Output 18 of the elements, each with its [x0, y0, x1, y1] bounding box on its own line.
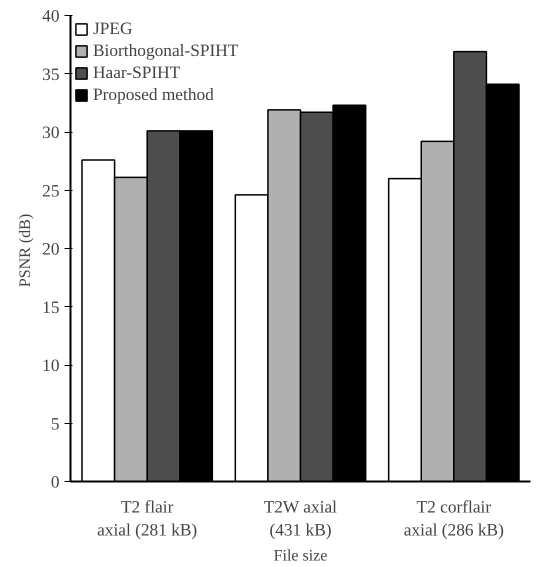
y-tick-label: 0 — [50, 472, 60, 492]
y-tick-label: 5 — [50, 414, 60, 434]
y-tick-label: 20 — [42, 240, 60, 258]
legend-label: Proposed method — [93, 85, 214, 105]
legend-label: Haar-SPIHT — [93, 63, 180, 83]
x-tick-label: T2W axial (431 kB) — [264, 498, 338, 540]
y-tick-label: 30 — [42, 123, 60, 142]
y-axis-title: PSNR (dB) — [17, 214, 34, 288]
y-tick-label: 25 — [42, 181, 60, 200]
x-tick-label: T2 corflair axial (286 kB) — [404, 498, 504, 540]
y-tick-label: 40 — [42, 6, 60, 26]
x-tick-label: T2 flair axial (281 kB) — [97, 498, 198, 540]
legend-label: Biorthogonal-SPIHT — [93, 41, 238, 61]
y-tick-label: 15 — [42, 298, 60, 317]
legend-label: JPEG — [93, 19, 132, 39]
y-tick-label: 35 — [42, 64, 60, 84]
y-tick-label: 10 — [42, 356, 60, 375]
x-axis-title: File size — [274, 547, 328, 564]
